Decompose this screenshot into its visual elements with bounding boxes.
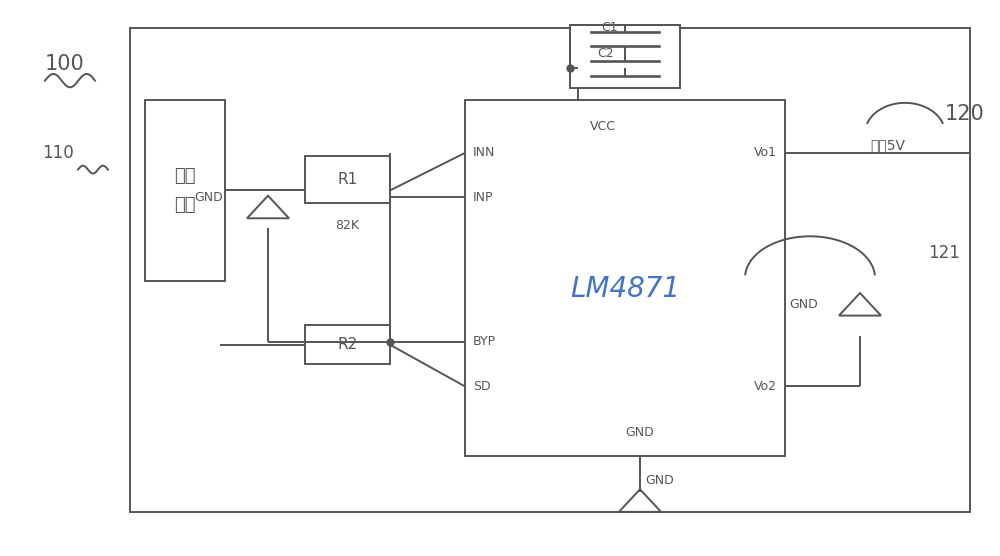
Text: 120: 120 xyxy=(945,104,985,124)
Text: LM4871: LM4871 xyxy=(570,275,680,303)
Text: 110: 110 xyxy=(42,144,74,162)
Text: 语音
模块: 语音 模块 xyxy=(174,167,196,214)
Text: 82K: 82K xyxy=(336,219,360,232)
Bar xyxy=(570,25,680,88)
Text: R1: R1 xyxy=(337,172,358,187)
Text: GND: GND xyxy=(789,298,818,311)
Text: 100: 100 xyxy=(45,54,85,74)
Text: GND: GND xyxy=(645,474,674,486)
Text: GND: GND xyxy=(194,191,223,204)
Text: 121: 121 xyxy=(928,244,960,262)
Text: C1: C1 xyxy=(602,21,618,34)
Bar xyxy=(145,100,225,281)
Text: INP: INP xyxy=(473,191,494,204)
Text: VCC: VCC xyxy=(590,120,616,132)
Bar xyxy=(305,325,390,364)
Text: Vo1: Vo1 xyxy=(754,146,777,160)
Text: INN: INN xyxy=(473,146,495,160)
Text: Vo2: Vo2 xyxy=(754,380,777,393)
Text: SD: SD xyxy=(473,380,491,393)
Text: GND: GND xyxy=(626,426,654,439)
Text: BYP: BYP xyxy=(473,335,496,349)
Text: 电压5V: 电压5V xyxy=(870,138,905,153)
Bar xyxy=(130,28,970,512)
Text: R2: R2 xyxy=(337,337,358,352)
Bar xyxy=(305,156,390,203)
Text: C2: C2 xyxy=(597,47,614,61)
Bar xyxy=(465,100,785,456)
